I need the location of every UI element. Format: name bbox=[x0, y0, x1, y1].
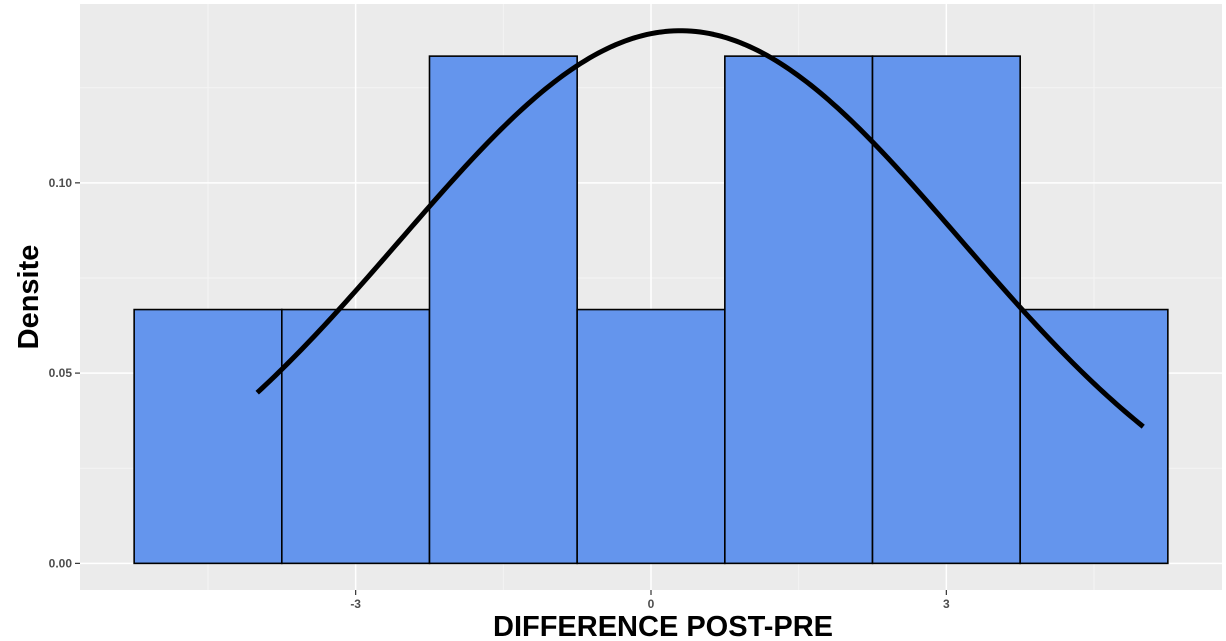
histogram-bar bbox=[1019, 308, 1169, 565]
histogram-bars bbox=[133, 55, 1169, 565]
histogram-bar bbox=[281, 308, 431, 565]
y-axis-ticks: 0.00 0.05 0.10 bbox=[49, 176, 80, 570]
y-tick-label: 0.05 bbox=[49, 366, 73, 380]
y-tick-label: 0.00 bbox=[49, 556, 73, 570]
histogram-bar bbox=[576, 308, 726, 565]
x-axis-title: DIFFERENCE POST-PRE bbox=[493, 611, 833, 641]
y-axis-title: Densite bbox=[13, 245, 45, 350]
histogram-bar bbox=[724, 55, 874, 565]
histogram-bar bbox=[871, 55, 1021, 565]
histogram-bar bbox=[428, 55, 578, 565]
x-axis-ticks: -3 0 3 bbox=[350, 590, 950, 611]
density-curve bbox=[255, 28, 1145, 429]
y-tick-label: 0.10 bbox=[49, 176, 73, 190]
x-tick-label: -3 bbox=[350, 597, 361, 611]
x-tick-label: 3 bbox=[943, 597, 950, 611]
histogram-bar bbox=[133, 308, 283, 565]
x-tick-label: 0 bbox=[648, 597, 655, 611]
